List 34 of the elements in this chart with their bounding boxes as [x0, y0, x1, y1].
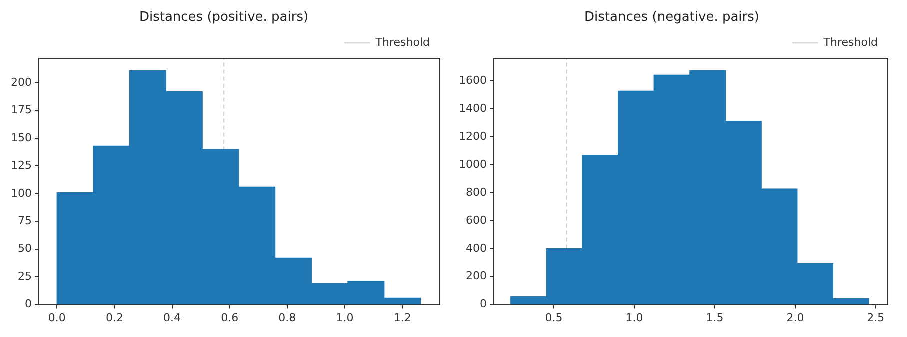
x-tick-label: 2.5 — [867, 311, 885, 324]
x-tick-label: 2.0 — [786, 311, 804, 324]
x-tick-label: 0.5 — [545, 311, 563, 324]
y-tick-label: 600 — [466, 214, 487, 227]
y-tick-label: 1400 — [458, 102, 487, 116]
y-tick-label: 50 — [18, 242, 32, 256]
chart-title: Distances (negative. pairs) — [584, 10, 760, 26]
y-tick-label: 175 — [10, 104, 32, 117]
x-tick-label: 1.0 — [626, 311, 644, 324]
y-tick-label: 200 — [466, 270, 487, 283]
x-tick-label: 0.2 — [106, 311, 124, 324]
x-tick-label: 0.8 — [278, 311, 296, 324]
legend-label: Threshold — [822, 36, 878, 49]
x-tick-label: 1.0 — [336, 311, 354, 324]
y-tick-label: 1200 — [458, 130, 487, 143]
y-tick-label: 150 — [10, 131, 32, 144]
y-tick-label: 800 — [466, 186, 487, 199]
y-tick-label: 0 — [480, 298, 487, 311]
y-tick-label: 25 — [18, 270, 32, 283]
chart-title: Distances (positive. pairs) — [139, 10, 309, 26]
y-tick-label: 400 — [466, 242, 487, 255]
legend-label: Threshold — [374, 36, 430, 49]
x-tick-label: 0.4 — [164, 311, 182, 324]
x-tick-label: 1.2 — [394, 311, 412, 324]
x-tick-label: 0.0 — [48, 311, 66, 324]
y-tick-label: 100 — [10, 186, 32, 200]
y-tick-label: 1000 — [458, 158, 487, 171]
x-tick-label: 0.6 — [221, 311, 239, 324]
y-tick-label: 1600 — [458, 74, 487, 88]
y-tick-label: 125 — [10, 159, 32, 172]
y-tick-label: 75 — [18, 214, 32, 228]
y-tick-label: 0 — [24, 298, 32, 311]
y-tick-label: 200 — [10, 76, 32, 89]
x-tick-label: 1.5 — [706, 311, 724, 324]
